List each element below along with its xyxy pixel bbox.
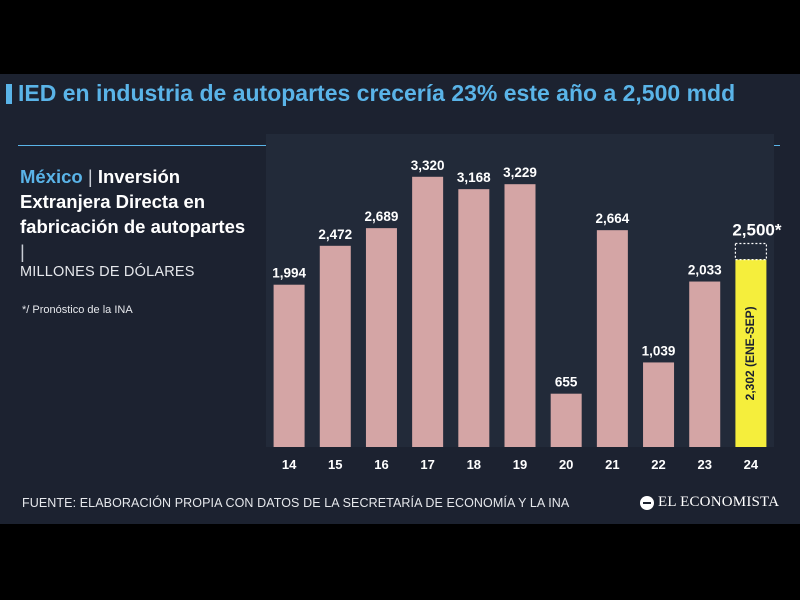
data-label-23: 2,033 bbox=[688, 263, 722, 278]
subtitle-separator: | bbox=[87, 166, 93, 187]
x-tick-24: 24 bbox=[744, 457, 759, 472]
bar-21 bbox=[596, 230, 628, 447]
bar-18 bbox=[458, 189, 490, 447]
data-label-24-partial: 2,302 (ENE-SEP) bbox=[743, 306, 757, 400]
bar-17 bbox=[412, 176, 444, 447]
data-label-18: 3,168 bbox=[457, 170, 491, 185]
x-tick-16: 16 bbox=[374, 457, 388, 472]
footnote: */ Pronóstico de la INA bbox=[22, 304, 133, 316]
bar-16 bbox=[365, 228, 397, 447]
x-tick-23: 23 bbox=[697, 457, 711, 472]
x-tick-17: 17 bbox=[420, 457, 434, 472]
bar-14 bbox=[273, 284, 305, 447]
subtitle-country: México bbox=[20, 166, 83, 187]
x-tick-22: 22 bbox=[651, 457, 665, 472]
publisher-logo: EL ECONOMISTA bbox=[640, 494, 779, 511]
data-label-22: 1,039 bbox=[642, 343, 676, 358]
chart-subtitle: México | Inversión Extranjera Directa en… bbox=[20, 164, 246, 264]
data-label-17: 3,320 bbox=[411, 158, 445, 173]
page-title: IED en industria de autopartes crecería … bbox=[18, 80, 736, 106]
bar-24-partial bbox=[735, 259, 767, 447]
data-label-21: 2,664 bbox=[595, 211, 629, 226]
data-label-15: 2,472 bbox=[318, 227, 352, 242]
x-tick-20: 20 bbox=[559, 457, 573, 472]
forecast-label: 2,500* bbox=[732, 221, 782, 240]
logo-text: EL ECONOMISTA bbox=[658, 494, 780, 510]
x-tick-14: 14 bbox=[282, 457, 297, 472]
chart-panel: IED en industria de autopartes crecería … bbox=[0, 74, 800, 524]
x-tick-19: 19 bbox=[513, 457, 527, 472]
data-label-16: 2,689 bbox=[365, 209, 399, 224]
bar-20 bbox=[550, 393, 582, 447]
bar-22 bbox=[643, 362, 675, 447]
source-note: FUENTE: ELABORACIÓN PROPIA CON DATOS DE … bbox=[22, 496, 570, 510]
logo-icon bbox=[640, 495, 654, 510]
bar-23 bbox=[689, 281, 721, 447]
units-label: MILLONES DE DÓLARES bbox=[20, 264, 195, 280]
x-tick-18: 18 bbox=[467, 457, 481, 472]
data-label-19: 3,229 bbox=[503, 165, 537, 180]
bar-chart: 1,994 14 2,472 15 2,689 16 3,320 17 3,168 18 3,229… bbox=[266, 134, 782, 472]
bar-19 bbox=[504, 184, 536, 447]
x-tick-21: 21 bbox=[605, 457, 619, 472]
bar-15 bbox=[319, 245, 351, 447]
x-tick-15: 15 bbox=[328, 457, 342, 472]
data-label-14: 1,994 bbox=[272, 266, 306, 281]
subtitle-text: Inversión Extranjera Directa en fabricac… bbox=[20, 166, 246, 237]
subtitle-separator-2: | bbox=[20, 241, 25, 262]
data-label-20: 655 bbox=[555, 375, 578, 390]
title-accent-bar bbox=[6, 84, 12, 104]
